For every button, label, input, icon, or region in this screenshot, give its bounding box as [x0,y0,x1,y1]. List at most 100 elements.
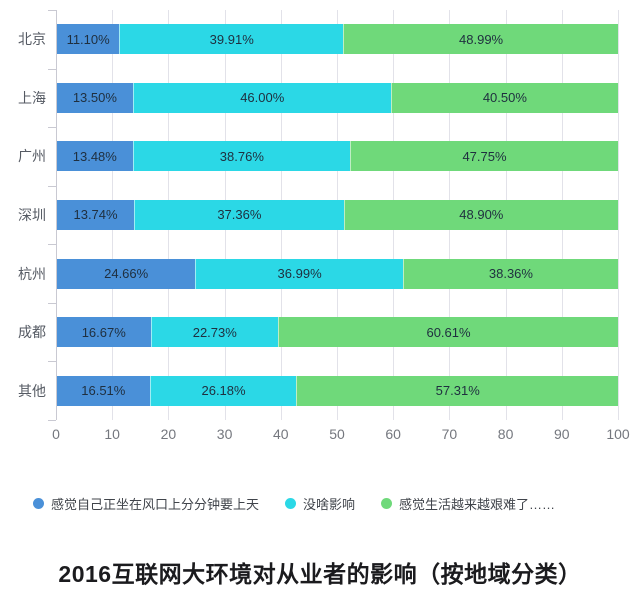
category-label: 广州 [18,148,46,165]
plot-area: 北京 11.10% 39.91% 48.99% 上海 13.50% 46.00% 40.50%… [18,10,619,421]
legend-label: 没啥影响 [303,497,356,512]
bar-segment-series-3: 38.36% [402,258,619,289]
bar-segment-series-2: 37.36% [134,199,344,230]
x-tick-label: 100 [606,426,630,442]
bar-value-label: 36.99% [277,266,322,282]
y-axis-tick [48,244,56,246]
x-tick-label: 30 [216,426,233,442]
category-label: 其他 [18,382,46,399]
bar-segment-series-2: 39.91% [119,24,344,55]
bar-segment-series-2: 36.99% [195,258,403,289]
gridline-x-100 [618,10,619,420]
x-axis-tick-labels: 0 10 20 30 40 50 60 70 80 90 100 [52,426,630,446]
category-label: 成都 [18,324,46,341]
bar-value-label: 46.00% [240,90,285,106]
stacked-bar: 16.67% 22.73% 60.61% [57,317,619,348]
bar-segment-series-1: 13.48% [57,141,133,172]
x-tick-label: 90 [554,426,570,442]
stacked-bar-chart: 北京 11.10% 39.91% 48.99% 上海 13.50% 46.00% 40.50%… [18,10,630,446]
category-label: 北京 [18,31,46,48]
bar-segment-series-2: 22.73% [150,317,279,348]
bar-segment-series-1: 16.67% [57,317,151,348]
bar-segment-series-3: 47.75% [350,141,618,172]
x-tick-label: 70 [441,426,458,442]
y-axis-tick [48,127,56,129]
y-axis-tick [48,68,56,70]
legend-dot-icon [381,498,393,509]
chart-title: 2016互联网大环境对从业者的影响（按地域分类） [58,561,582,587]
bar-segment-series-3: 57.31% [296,375,618,406]
bar-value-label: 48.99% [459,31,504,47]
x-tick-label: 10 [104,426,120,442]
legend-dot-icon [285,498,297,509]
bar-value-label: 38.36% [488,266,533,282]
bar-value-label: 39.91% [209,31,254,47]
bar-value-label: 48.90% [459,207,504,223]
y-axis-tick [48,361,56,363]
category-label: 深圳 [18,206,46,223]
stacked-bar: 13.74% 37.36% 48.90% [57,199,618,230]
legend-label: 感觉生活越来越艰难了…… [399,497,556,512]
y-axis-tick [48,302,56,304]
y-axis-line [56,10,57,420]
bar-segment-series-2: 38.76% [132,141,351,172]
bar-row-广州: 广州 13.48% 38.76% 47.75% [18,127,618,186]
legend-dot-icon [33,498,44,509]
bar-segment-series-1: 13.74% [57,199,135,230]
bar-row-北京: 北京 11.10% 39.91% 48.99% [18,10,618,69]
bar-segment-series-1: 13.50% [57,82,133,113]
bar-row-杭州: 杭州 24.66% 36.99% 38.36% [18,244,619,303]
y-axis-tick [48,185,56,187]
stacked-bar: 24.66% 36.99% 38.36% [57,258,619,289]
stacked-bar: 11.10% 39.91% 48.99% [57,24,618,55]
y-axis-tick [48,420,56,421]
x-tick-label: 60 [385,426,401,442]
bar-value-label: 16.51% [81,383,126,399]
bar-value-label: 24.66% [104,266,149,282]
bar-value-label: 22.73% [192,324,237,340]
bar-value-label: 13.48% [72,148,117,164]
x-tick-label: 50 [329,426,345,442]
bar-value-label: 13.74% [73,207,118,223]
bar-value-label: 11.10% [66,31,110,47]
bar-segment-series-1: 24.66% [57,258,196,289]
bar-segment-series-2: 46.00% [132,82,391,113]
x-tick-label: 20 [160,426,177,442]
bar-segment-series-3: 40.50% [390,82,618,113]
x-tick-label: 40 [273,426,289,442]
bar-row-深圳: 深圳 13.74% 37.36% 48.90% [18,186,618,245]
bar-value-label: 47.75% [462,148,507,164]
x-tick-label: 0 [52,426,60,442]
bar-rows: 北京 11.10% 39.91% 48.99% 上海 13.50% 46.00% 40.50%… [18,10,619,420]
x-tick-label: 80 [497,426,514,442]
legend-item-1: 感觉自己正坐在风口上分分钟要上天 [33,494,259,513]
y-axis-tick [48,10,56,11]
bar-segment-series-2: 26.18% [149,375,297,406]
bar-value-label: 13.50% [72,90,117,106]
legend: 感觉自己正坐在风口上分分钟要上天 没啥影响 感觉生活越来越艰难了…… [0,494,640,513]
bar-segment-series-3: 48.99% [343,24,618,55]
bar-row-上海: 上海 13.50% 46.00% 40.50% [18,69,618,128]
bar-value-label: 38.76% [219,148,264,164]
bar-segment-series-3: 48.90% [343,199,618,230]
bar-value-label: 37.36% [217,207,262,223]
bar-value-label: 26.18% [201,383,246,399]
bar-segment-series-3: 60.61% [278,317,619,348]
bar-row-成都: 成都 16.67% 22.73% 60.61% [18,303,619,362]
legend-item-3: 感觉生活越来越艰难了…… [381,494,555,513]
legend-label: 感觉自己正坐在风口上分分钟要上天 [51,497,260,512]
category-label: 杭州 [18,265,46,282]
bar-value-label: 57.31% [435,383,480,399]
stacked-bar: 13.48% 38.76% 47.75% [57,141,618,172]
stacked-bar: 16.51% 26.18% 57.31% [57,375,618,406]
bar-segment-series-1: 16.51% [57,375,150,406]
bar-row-其他: 其他 16.51% 26.18% 57.31% [18,361,618,420]
bar-segment-series-1: 11.10% [57,24,120,55]
category-label: 上海 [18,89,46,106]
bar-value-label: 40.50% [482,90,527,106]
bar-value-label: 60.61% [426,324,471,340]
stacked-bar: 13.50% 46.00% 40.50% [57,82,618,113]
bar-value-label: 16.67% [81,324,126,340]
legend-item-2: 没啥影响 [285,494,355,513]
